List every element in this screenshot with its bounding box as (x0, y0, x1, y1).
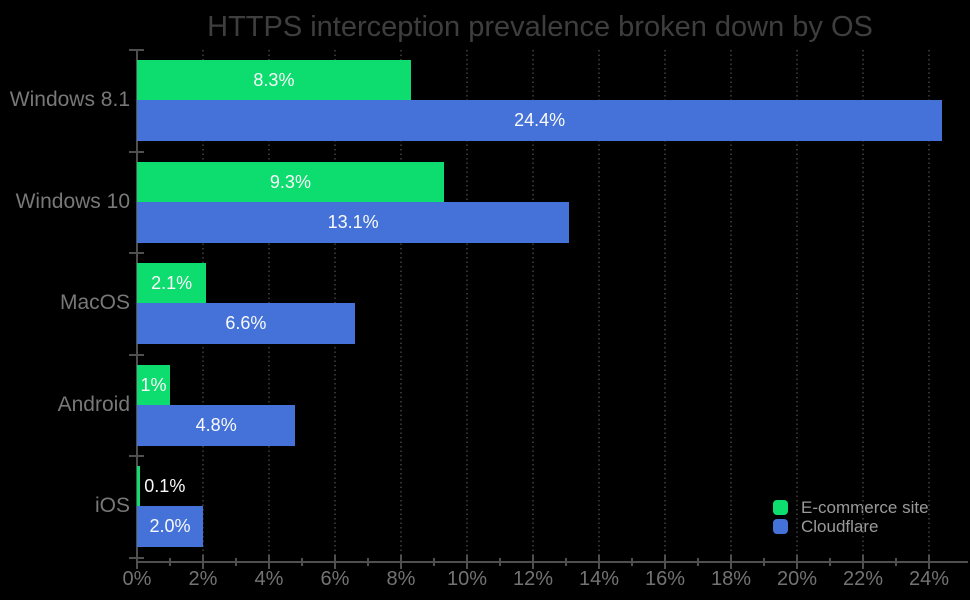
bar-value-label: 24.4% (514, 110, 566, 130)
legend-item-cloudflare: Cloudflare (773, 517, 929, 536)
x-tick-minor-5pct (301, 558, 303, 566)
bar-value-label: 4.8% (195, 414, 237, 435)
bar-e-commerce-site-macos: 2.1% (137, 263, 207, 304)
gridline-14pct (598, 50, 600, 558)
x-tick-label-18pct: 18% (710, 568, 752, 590)
x-tick-minor-15pct (631, 558, 633, 566)
bar-e-commerce-site-windows-10: 9.3% (137, 161, 444, 202)
y-category-label-windows-8-1: Windows 8.1 (9, 88, 130, 111)
bar-cloudflare-android: 4.8% (137, 404, 296, 446)
x-tick-major-8pct (400, 555, 402, 569)
gridline-10pct (466, 50, 468, 558)
bar-cloudflare-macos: 6.6% (137, 303, 355, 345)
gridline-20pct (796, 50, 798, 558)
x-tick-major-4pct (268, 555, 270, 569)
x-tick-minor-9pct (433, 558, 435, 566)
x-axis-line (137, 561, 968, 563)
chart-title: HTTPS interception prevalence broken dow… (207, 11, 873, 43)
x-tick-major-22pct (862, 555, 864, 569)
x-tick-label-0pct: 0% (122, 568, 152, 590)
x-tick-minor-1pct (169, 558, 171, 566)
x-tick-minor-19pct (763, 558, 765, 566)
x-tick-minor-17pct (697, 558, 699, 566)
y-tick-0 (129, 49, 144, 51)
bar-value-label: 8.3% (253, 70, 295, 90)
y-category-label-windows-10: Windows 10 (15, 189, 130, 213)
x-tick-label-12pct: 12% (512, 568, 554, 590)
bar-cloudflare-ios: 2.0% (137, 506, 203, 548)
bar-cloudflare-windows-8-1: 24.4% (137, 100, 943, 141)
gridline-8pct (400, 50, 402, 558)
bar-value-label: 9.3% (269, 171, 311, 192)
x-tick-label-8pct: 8% (386, 568, 416, 590)
x-tick-label-2pct: 2% (188, 568, 218, 590)
y-category-label-macos: MacOS (59, 291, 130, 315)
x-tick-major-16pct (664, 555, 666, 569)
x-tick-major-24pct (928, 555, 930, 569)
gridline-16pct (664, 50, 666, 558)
x-tick-label-10pct: 10% (446, 568, 488, 590)
x-tick-label-14pct: 14% (578, 568, 620, 590)
bar-value-label: 2.0% (149, 516, 191, 537)
x-tick-major-18pct (730, 555, 732, 569)
x-tick-label-24pct: 24% (908, 568, 950, 590)
bar-value-label: 6.6% (225, 313, 267, 334)
x-tick-minor-21pct (829, 558, 831, 566)
legend-label-ecommerce: E-commerce site (801, 498, 929, 517)
y-tick-4 (129, 455, 144, 458)
x-tick-major-6pct (334, 555, 336, 569)
y-tick-3 (129, 353, 144, 356)
gridline-18pct (730, 50, 732, 558)
cloudflare-swatch-icon (773, 519, 788, 534)
bar-e-commerce-site-ios: 0.1% (137, 466, 185, 507)
gridline-22pct (862, 50, 864, 558)
bar-value-label: 13.1% (327, 211, 379, 232)
x-tick-label-6pct: 6% (320, 568, 350, 590)
bar-value-label: 2.1% (151, 273, 193, 294)
bar-e-commerce-site-android: 1% (137, 364, 170, 405)
x-tick-minor-11pct (499, 558, 501, 566)
x-tick-minor-7pct (367, 558, 369, 566)
y-tick-2 (129, 252, 144, 255)
x-tick-minor-3pct (235, 558, 237, 566)
ecommerce-swatch-icon (773, 500, 788, 515)
x-tick-major-0pct (136, 555, 138, 569)
bar-value-label: 0.1% (144, 476, 186, 497)
legend-label-cloudflare: Cloudflare (801, 517, 879, 536)
gridline-12pct (532, 50, 534, 558)
y-category-label-android: Android (57, 392, 130, 416)
legend-item-ecommerce: E-commerce site (773, 498, 929, 517)
legend: E-commerce site Cloudflare (773, 498, 929, 538)
x-tick-label-20pct: 20% (776, 568, 818, 590)
x-tick-major-12pct (532, 555, 534, 569)
bar-cloudflare-windows-10: 13.1% (137, 201, 570, 243)
x-tick-major-10pct (466, 555, 468, 569)
x-tick-minor-23pct (895, 558, 897, 566)
gridline-24pct (928, 50, 930, 558)
y-tick-1 (129, 150, 144, 153)
y-category-label-ios: iOS (94, 494, 130, 518)
x-tick-label-4pct: 4% (254, 568, 284, 590)
x-tick-minor-13pct (565, 558, 567, 566)
x-tick-major-14pct (598, 555, 600, 569)
bar-e-commerce-site-windows-8-1: 8.3% (137, 60, 411, 100)
y-tick-5 (129, 557, 144, 559)
x-tick-major-2pct (202, 555, 204, 569)
bar-value-label: 1% (140, 374, 167, 395)
x-tick-label-16pct: 16% (644, 568, 686, 590)
x-tick-major-20pct (796, 555, 798, 569)
x-tick-label-22pct: 22% (842, 568, 884, 590)
